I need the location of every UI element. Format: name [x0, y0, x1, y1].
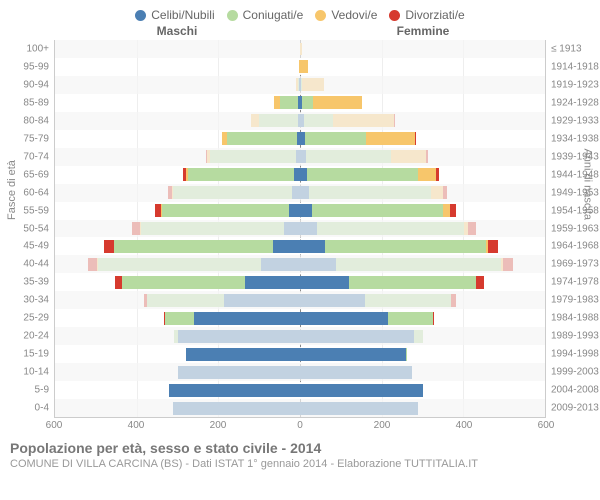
pyramid-row: 0-42009-2013 — [55, 399, 545, 417]
legend-label: Coniugati/e — [243, 8, 304, 22]
x-tick: 600 — [46, 420, 63, 431]
x-tick: 0 — [297, 420, 303, 431]
pyramid-row: 65-691944-1948 — [55, 166, 545, 184]
pyramid-row: 35-391974-1978 — [55, 273, 545, 291]
birth-year-label: ≤ 1913 — [545, 43, 582, 54]
pyramid-row: 25-291984-1988 — [55, 309, 545, 327]
age-label: 40-44 — [23, 259, 55, 270]
pyramid-row: 100+≤ 1913 — [55, 40, 545, 58]
age-label: 95-99 — [23, 61, 55, 72]
birth-year-label: 1984-1988 — [545, 313, 599, 324]
legend-item: Coniugati/e — [227, 8, 304, 22]
age-label: 55-59 — [23, 205, 55, 216]
legend-swatch — [135, 10, 146, 21]
x-axis: 6004002000200400600 — [54, 420, 546, 434]
age-label: 50-54 — [23, 223, 55, 234]
x-tick: 600 — [538, 420, 555, 431]
pyramid-row: 90-941919-1923 — [55, 76, 545, 94]
pyramid-row: 45-491964-1968 — [55, 237, 545, 255]
birth-year-label: 1939-1943 — [545, 151, 599, 162]
age-label: 0-4 — [35, 403, 55, 414]
age-label: 35-39 — [23, 277, 55, 288]
pyramid-row: 30-341979-1983 — [55, 291, 545, 309]
legend-item: Vedovi/e — [315, 8, 377, 22]
x-tick: 400 — [456, 420, 473, 431]
x-tick: 200 — [374, 420, 391, 431]
pyramid-rows: 100+≤ 191395-991914-191890-941919-192385… — [55, 40, 545, 417]
legend-swatch — [315, 10, 326, 21]
birth-year-label: 2009-2013 — [545, 403, 599, 414]
footer: Popolazione per età, sesso e stato civil… — [0, 434, 600, 470]
age-label: 10-14 — [23, 367, 55, 378]
pyramid-row: 80-841929-1933 — [55, 112, 545, 130]
legend-item: Divorziati/e — [389, 8, 464, 22]
birth-year-label: 1949-1953 — [545, 187, 599, 198]
x-tick: 200 — [210, 420, 227, 431]
birth-year-label: 1979-1983 — [545, 295, 599, 306]
age-label: 90-94 — [23, 79, 55, 90]
x-tick: 400 — [128, 420, 145, 431]
left-y-axis-title: Fasce di età — [6, 160, 18, 220]
age-label: 25-29 — [23, 313, 55, 324]
age-label: 60-64 — [23, 187, 55, 198]
birth-year-label: 1974-1978 — [545, 277, 599, 288]
birth-year-label: 1964-1968 — [545, 241, 599, 252]
chart-title: Popolazione per età, sesso e stato civil… — [10, 440, 590, 456]
birth-year-label: 1929-1933 — [545, 115, 599, 126]
age-label: 5-9 — [35, 385, 55, 396]
pyramid-row: 5-92004-2008 — [55, 381, 545, 399]
legend-swatch — [227, 10, 238, 21]
legend-label: Vedovi/e — [331, 8, 377, 22]
birth-year-label: 1959-1963 — [545, 223, 599, 234]
pyramid-row: 50-541959-1963 — [55, 220, 545, 238]
legend-label: Celibi/Nubili — [151, 8, 214, 22]
pyramid-row: 70-741939-1943 — [55, 148, 545, 166]
pyramid-row: 95-991914-1918 — [55, 58, 545, 76]
age-label: 75-79 — [23, 133, 55, 144]
age-label: 80-84 — [23, 115, 55, 126]
birth-year-label: 1914-1918 — [545, 61, 599, 72]
pyramid-row: 55-591954-1958 — [55, 202, 545, 220]
chart-area: 100+≤ 191395-991914-191890-941919-192385… — [54, 40, 546, 418]
birth-year-label: 1989-1993 — [545, 331, 599, 342]
chart-subtitle: COMUNE DI VILLA CARCINA (BS) - Dati ISTA… — [10, 458, 590, 470]
legend-item: Celibi/Nubili — [135, 8, 214, 22]
pyramid-row: 15-191994-1998 — [55, 345, 545, 363]
age-label: 65-69 — [23, 169, 55, 180]
gender-headers: Maschi Femmine — [0, 24, 600, 40]
age-label: 100+ — [26, 43, 55, 54]
male-header: Maschi — [54, 24, 300, 38]
age-label: 45-49 — [23, 241, 55, 252]
birth-year-label: 1954-1958 — [545, 205, 599, 216]
birth-year-label: 1944-1948 — [545, 169, 599, 180]
birth-year-label: 1919-1923 — [545, 79, 599, 90]
birth-year-label: 1994-1998 — [545, 349, 599, 360]
pyramid-row: 85-891924-1928 — [55, 94, 545, 112]
age-label: 15-19 — [23, 349, 55, 360]
birth-year-label: 1924-1928 — [545, 97, 599, 108]
birth-year-label: 2004-2008 — [545, 385, 599, 396]
birth-year-label: 1969-1973 — [545, 259, 599, 270]
legend: Celibi/Nubili Coniugati/e Vedovi/e Divorzia… — [0, 0, 600, 24]
birth-year-label: 1934-1938 — [545, 133, 599, 144]
age-label: 70-74 — [23, 151, 55, 162]
pyramid-row: 10-141999-2003 — [55, 363, 545, 381]
legend-label: Divorziati/e — [405, 8, 464, 22]
legend-swatch — [389, 10, 400, 21]
age-label: 85-89 — [23, 97, 55, 108]
pyramid-row: 20-241989-1993 — [55, 327, 545, 345]
pyramid-row: 75-791934-1938 — [55, 130, 545, 148]
birth-year-label: 1999-2003 — [545, 367, 599, 378]
age-label: 20-24 — [23, 331, 55, 342]
pyramid-row: 60-641949-1953 — [55, 184, 545, 202]
pyramid-row: 40-441969-1973 — [55, 255, 545, 273]
female-header: Femmine — [300, 24, 546, 38]
age-label: 30-34 — [23, 295, 55, 306]
